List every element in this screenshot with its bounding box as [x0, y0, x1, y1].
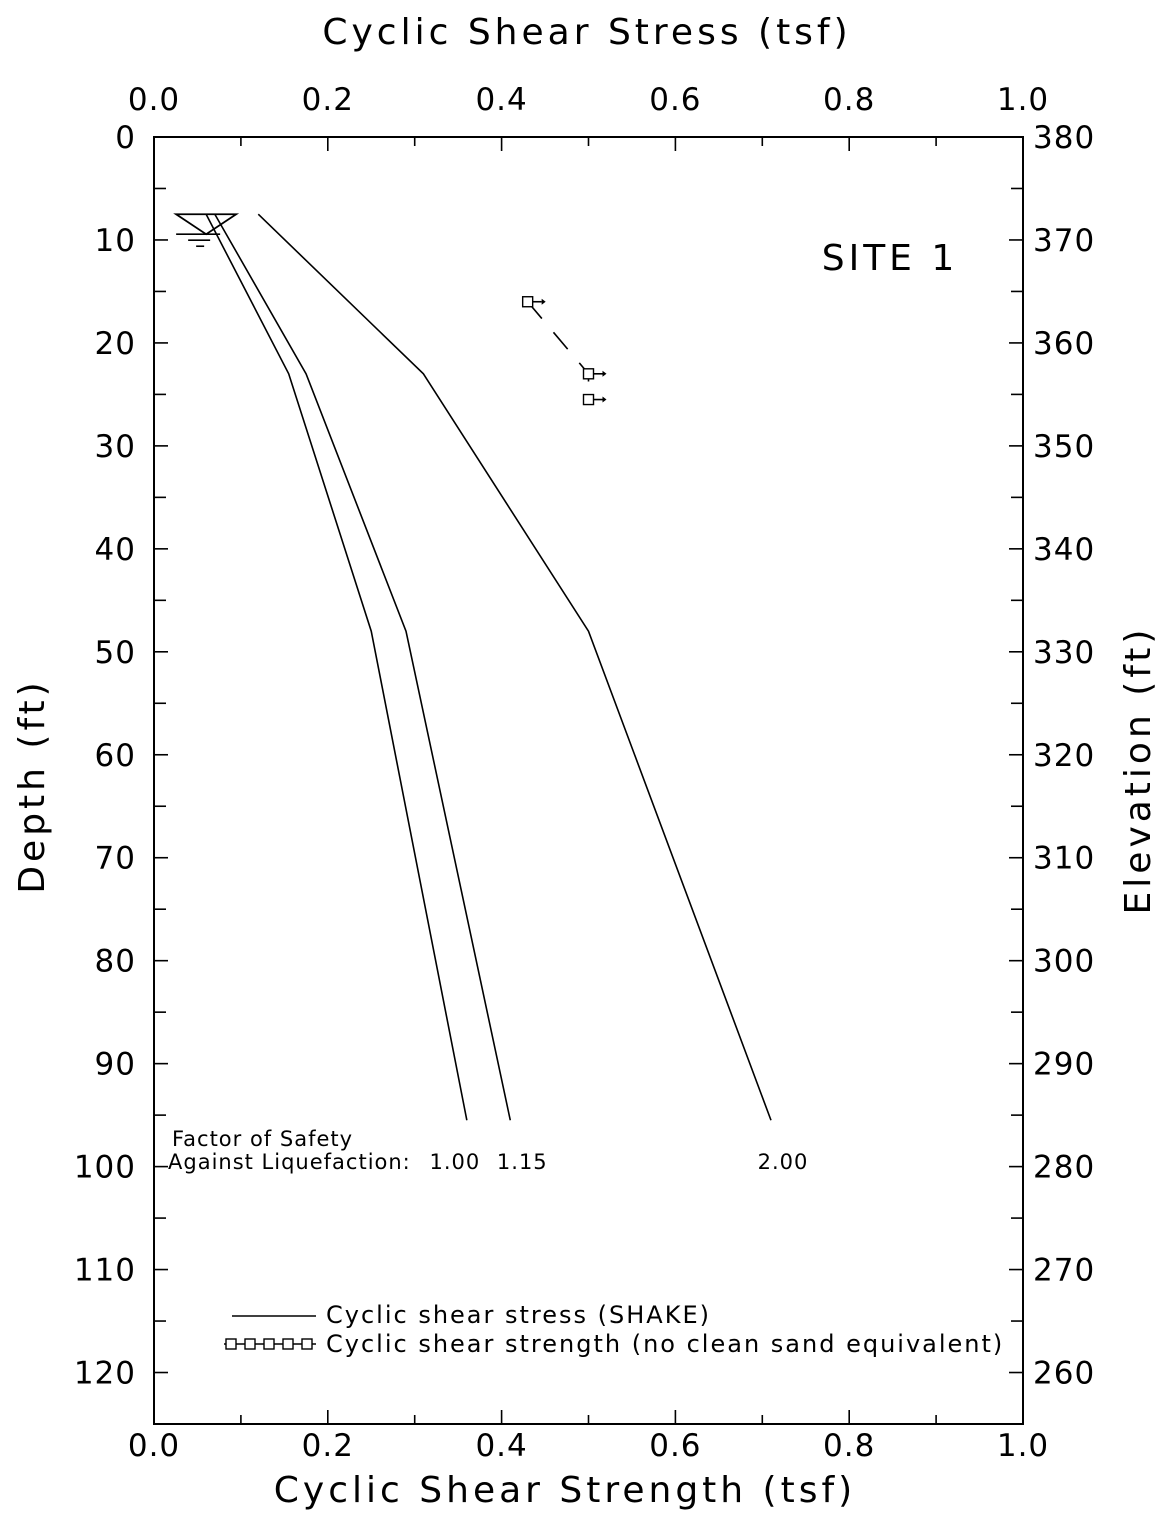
y-tick-label-left: 80 — [95, 944, 136, 980]
legend-line-label: Cyclic shear stress (SHAKE) — [326, 1301, 711, 1329]
water-table-icon — [173, 213, 240, 248]
strength-marker — [582, 393, 595, 406]
y-tick-label-right: 310 — [1033, 841, 1095, 877]
strength-arrow-head — [602, 396, 607, 403]
legend-swatch-square — [301, 1338, 313, 1350]
stress-curve-fs-1.00 — [205, 213, 468, 1121]
y-tick-label-left: 0 — [115, 120, 136, 156]
plot-frame — [153, 136, 1024, 1425]
fs-value-label: 2.00 — [758, 1150, 809, 1174]
y-tick-label-left: 60 — [95, 738, 136, 774]
x-tick-label-top: 0.6 — [649, 82, 701, 118]
y-tick-label-left: 10 — [95, 223, 136, 259]
fs-value-labels: 1.00 1.15 2.00 — [429, 1150, 809, 1174]
x-tick-label-bottom: 0.4 — [475, 1428, 527, 1464]
fs-label-line2: Against Liquefaction: — [168, 1150, 411, 1174]
y-tick-label-right: 280 — [1033, 1150, 1095, 1186]
strength-line — [527, 301, 590, 400]
strength-arrow-head — [602, 370, 607, 377]
y-tick-label-left: 20 — [95, 326, 136, 362]
x-tick-label-bottom: 0.2 — [302, 1428, 354, 1464]
y-tick-label-left: 100 — [74, 1150, 136, 1186]
legend-swatch-square — [263, 1338, 275, 1350]
legend-swatch-square — [225, 1338, 237, 1350]
strength-marker — [582, 368, 595, 380]
stress-curve-fs-2.00 — [257, 213, 772, 1121]
y-tick-label-right: 320 — [1033, 738, 1095, 774]
left-axis-title: Depth (ft) — [12, 678, 53, 893]
y-tick-label-right: 290 — [1033, 1047, 1095, 1083]
y-tick-label-left: 90 — [95, 1047, 136, 1083]
y-tick-label-left: 70 — [95, 841, 136, 877]
x-tick-label-top: 0.0 — [128, 82, 180, 118]
legend: Cyclic shear stress (SHAKE) Cyclic shear… — [224, 1301, 1004, 1358]
right-axis-title: Elevation (ft) — [1118, 626, 1159, 915]
fs-value-label: 1.00 — [429, 1150, 480, 1174]
y-tick-label-right: 340 — [1033, 532, 1095, 568]
y-tick-label-right: 360 — [1033, 326, 1095, 362]
fs-value-label: 1.15 — [497, 1150, 548, 1174]
axis-tick-labels: 0.00.00.20.20.40.40.60.60.80.81.01.00102… — [74, 82, 1095, 1464]
y-tick-label-right: 370 — [1033, 223, 1095, 259]
y-tick-label-left: 40 — [95, 532, 136, 568]
site-label: SITE 1 — [822, 238, 959, 279]
x-tick-label-bottom: 0.6 — [649, 1428, 701, 1464]
strength-arrow-head — [541, 298, 546, 305]
x-tick-label-top: 0.8 — [823, 82, 875, 118]
y-tick-label-left: 30 — [95, 429, 136, 465]
top-axis-title: Cyclic Shear Stress (tsf) — [322, 12, 851, 53]
y-tick-label-right: 300 — [1033, 944, 1095, 980]
x-tick-label-bottom: 0.0 — [128, 1428, 180, 1464]
legend-swatch-square — [244, 1338, 256, 1350]
bottom-axis-title: Cyclic Shear Strength (tsf) — [274, 1470, 856, 1511]
axis-ticks — [153, 136, 1024, 1425]
y-tick-label-right: 380 — [1033, 120, 1095, 156]
strength-marker — [521, 296, 534, 308]
y-tick-label-left: 50 — [95, 635, 136, 671]
water-table-triangle — [173, 213, 240, 236]
x-tick-label-top: 0.4 — [475, 82, 527, 118]
legend-swatch-square — [282, 1338, 294, 1350]
y-tick-label-left: 120 — [74, 1356, 136, 1392]
y-tick-label-left: 110 — [74, 1253, 136, 1289]
x-tick-label-top: 1.0 — [997, 82, 1049, 118]
y-tick-label-right: 260 — [1033, 1356, 1095, 1392]
y-tick-label-right: 330 — [1033, 635, 1095, 671]
legend-marker-swatch — [224, 1338, 316, 1350]
stress-curve-fs-1.15 — [214, 213, 512, 1121]
x-tick-label-top: 0.2 — [302, 82, 354, 118]
x-tick-label-bottom: 1.0 — [997, 1428, 1049, 1464]
fs-label-line1: Factor of Safety — [172, 1127, 353, 1151]
x-tick-label-bottom: 0.8 — [823, 1428, 875, 1464]
series-layer — [205, 213, 772, 1121]
y-tick-label-right: 270 — [1033, 1253, 1095, 1289]
legend-marker-label: Cyclic shear strength (no clean sand equ… — [326, 1330, 1004, 1358]
y-tick-label-right: 350 — [1033, 429, 1095, 465]
